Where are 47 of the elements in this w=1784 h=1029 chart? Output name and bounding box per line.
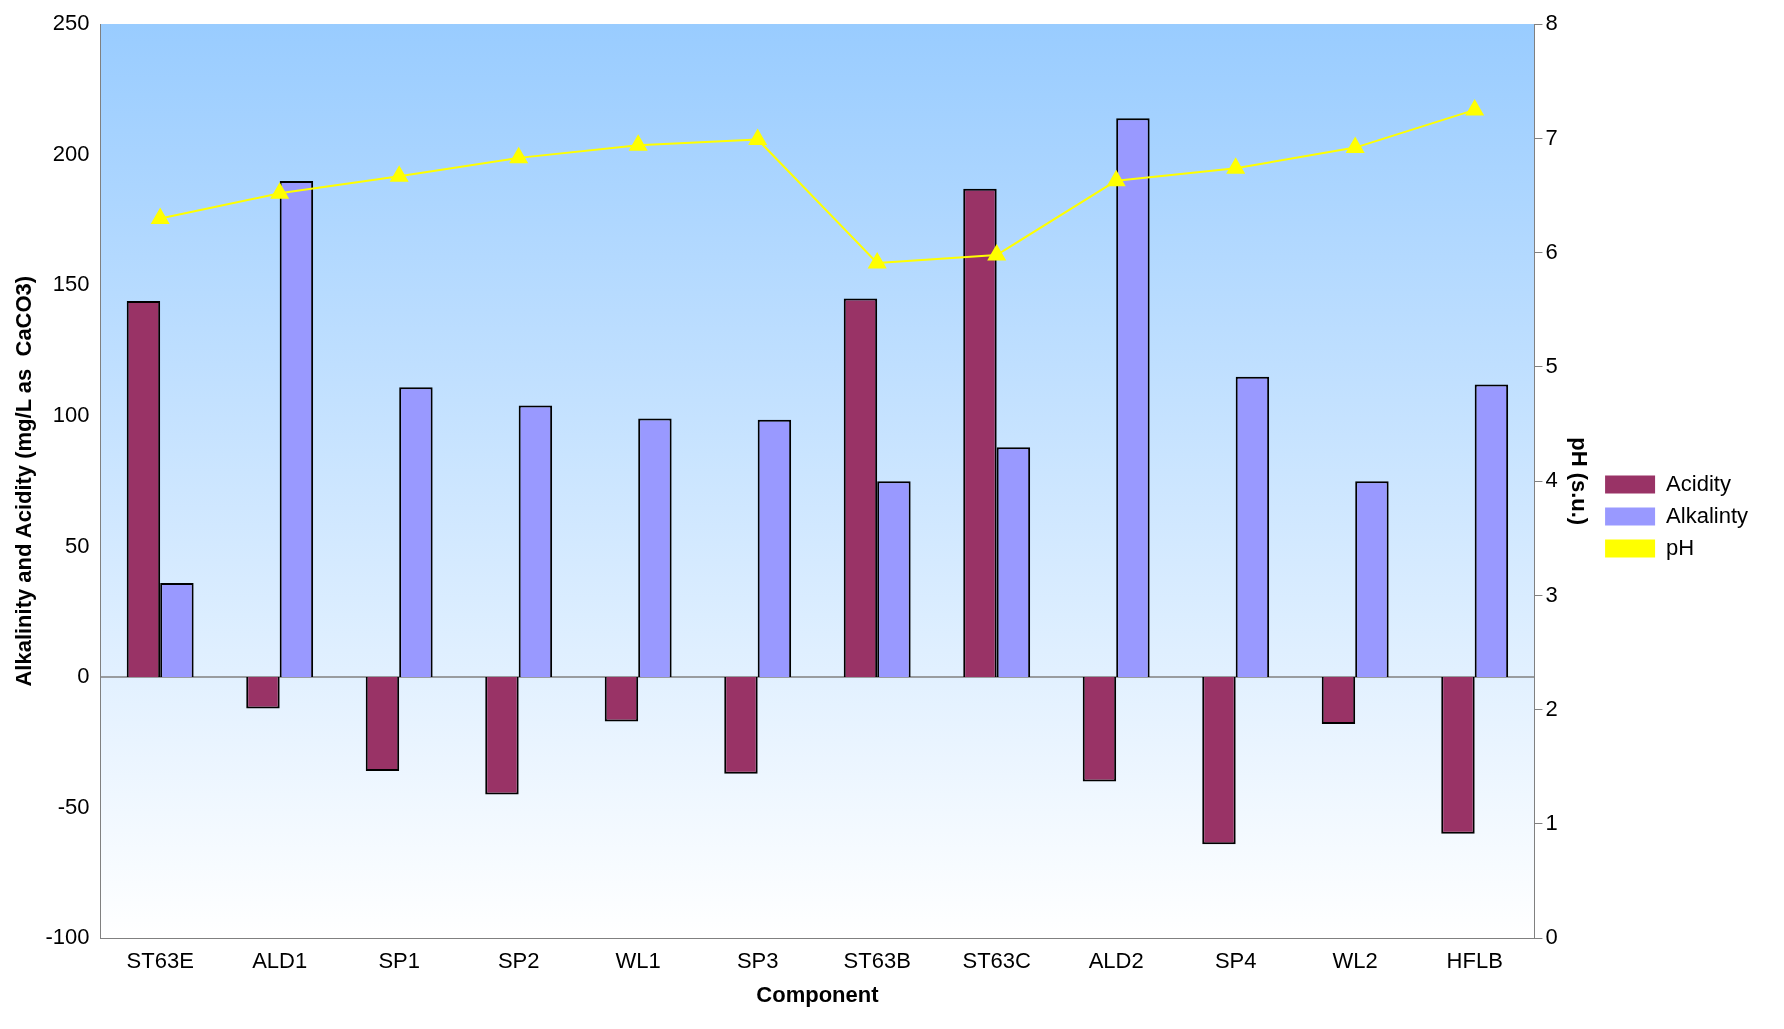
y2-tick-label: 1 [1545, 810, 1558, 836]
x-tick-label: SP3 [736, 948, 779, 974]
point [748, 129, 767, 146]
point [1346, 137, 1364, 154]
point [1226, 158, 1245, 174]
y2-tick-label: 6 [1545, 238, 1558, 264]
legend-label: pH [1666, 534, 1695, 560]
point [987, 244, 1006, 261]
x-tick-label: ST63C [962, 948, 1032, 974]
point [270, 183, 289, 199]
y-tick-label: 250 [52, 10, 90, 36]
x-tick-label: HFLB [1446, 948, 1503, 974]
y-tick-label: 150 [52, 271, 90, 297]
point [1465, 99, 1484, 116]
y2-tick-label: 3 [1545, 581, 1558, 607]
y-axis-title: Alkalinity and Acidity (mg/L as CaCO3) [11, 275, 37, 687]
x-tick-label: ALD2 [1088, 948, 1144, 974]
x-tick-label: ALD1 [252, 948, 308, 974]
legend-label: Acidity [1666, 470, 1731, 496]
y-tick-label: -50 [57, 793, 90, 819]
point [509, 147, 528, 164]
y2-tick-label: 2 [1545, 695, 1558, 721]
x-tick-label: ST63B [843, 948, 911, 974]
point [390, 166, 408, 182]
y-tick-label: 200 [52, 140, 90, 166]
y2-tick-label: 4 [1545, 467, 1558, 493]
point [1107, 170, 1125, 187]
x-axis-title: Component [756, 981, 880, 1007]
y-tick-label: 50 [64, 532, 90, 558]
x-tick-label: SP4 [1214, 948, 1257, 974]
point [868, 252, 886, 269]
point [151, 208, 169, 224]
x-tick-label: ST63E [126, 948, 194, 974]
x-tick-label: WL2 [1332, 948, 1378, 974]
y-tick-label: -100 [45, 924, 90, 950]
y2-tick-label: 7 [1545, 124, 1558, 150]
point [629, 135, 647, 151]
y2-tick-label: 5 [1545, 353, 1558, 379]
y2-tick-label: 8 [1545, 10, 1558, 36]
x-tick-label: WL1 [615, 948, 661, 974]
y2-axis-title: pH (s.u.) [1566, 437, 1592, 526]
y-tick-label: 100 [52, 401, 90, 427]
y-tick-label: 0 [77, 663, 90, 689]
x-tick-label: SP2 [497, 948, 540, 974]
y2-tick-label: 0 [1545, 924, 1558, 950]
x-tick-label: SP1 [378, 948, 420, 974]
legend-label: Alkalinty [1666, 502, 1748, 528]
